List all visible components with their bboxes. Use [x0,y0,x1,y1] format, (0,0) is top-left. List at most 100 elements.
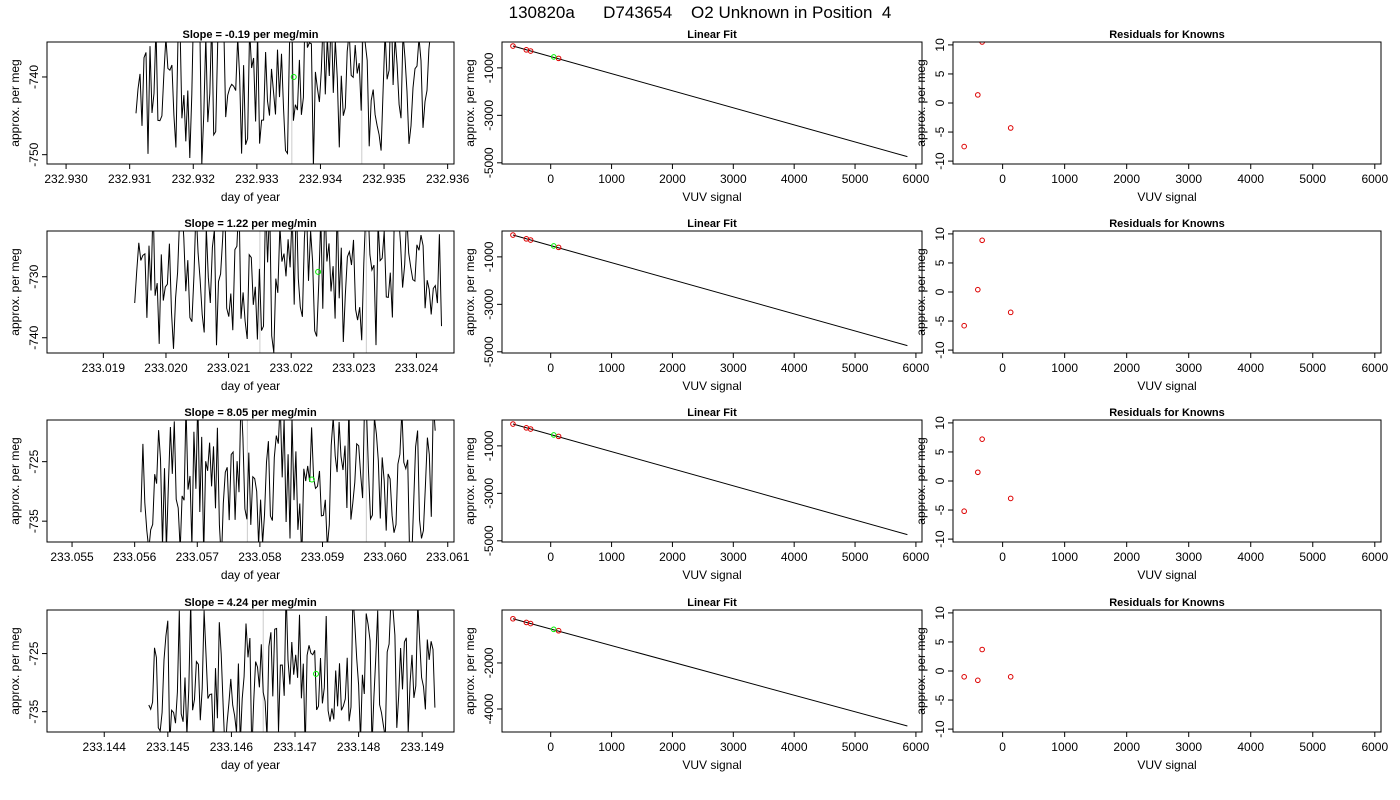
x-axis-label: day of year [221,568,280,582]
residual-point [979,646,985,653]
x-tick-label: 6000 [1361,361,1388,375]
y-tick-label: -2000 [482,647,496,678]
plot-frame [46,609,455,733]
x-axis-label: VUV signal [682,379,741,393]
plot-frame [46,230,455,354]
residual-point [961,322,967,329]
x-tick-label: 5000 [1299,550,1326,564]
y-axis-label: approx. per meg [8,437,22,524]
plot-frame [46,41,455,165]
y-tick-label: 10 [933,606,947,620]
y-tick-label: -740 [27,325,41,349]
known-point [527,48,534,54]
x-tick-label: 0 [547,740,554,754]
x-tick-label: 5000 [842,550,869,564]
panel-title: Slope = 4.24 per meg/min [184,597,317,609]
x-tick-label: 233.024 [395,361,439,375]
residual-point [1007,495,1014,502]
unknown-mean-point [313,670,320,677]
residual-point [975,286,981,293]
y-axis-label: approx. per meg [914,248,928,335]
panel-title: Residuals for Knowns [1109,597,1225,609]
x-tick-label: 4000 [781,550,808,564]
panel-r3-c3: Residuals for Knowns 0 1000 2000 3000 4000 500… [914,407,1388,582]
y-tick-label: -10 [933,720,947,738]
data-layer [510,232,908,347]
y-tick-label: -1000 [482,52,496,83]
x-tick-label: 6000 [903,172,930,186]
data-layer [148,610,436,732]
panel-r2-c3: Residuals for Knowns 0 1000 2000 3000 4000 500… [914,218,1388,393]
known-point [555,55,562,62]
known-point [527,237,534,243]
x-tick-label: 233.146 [210,740,254,754]
data-layer [134,231,442,353]
x-tick-label: 5000 [842,361,869,375]
y-tick-label: -735 [27,509,41,533]
y-axis-label: approx. per meg [914,59,928,146]
y-tick-label: -5000 [482,336,496,367]
panel-title: Linear Fit [687,407,737,419]
x-tick-label: 6000 [1361,550,1388,564]
fit-line [512,45,908,158]
y-tick-label: -5000 [482,147,496,178]
y-tick-label: -735 [27,699,41,723]
x-axis-label: day of year [221,379,280,393]
x-tick-label: 1000 [598,740,625,754]
panel-r3-c1: Slope = 8.05 per meg/min 233.055 233.056 23… [8,407,470,582]
plot-frame [501,230,923,354]
x-axis-label: VUV signal [1137,758,1196,772]
plot-frame [952,609,1382,733]
trace-line [134,231,442,353]
x-tick-label: 3000 [1175,550,1202,564]
known-point [555,433,562,440]
x-axis-label: VUV signal [1137,568,1196,582]
panel-r1-c2: Linear Fit 0 1000 2000 3000 4000 5000 6000 -1000… [463,29,930,204]
trace-line [135,42,431,164]
x-tick-label: 233.055 [50,550,94,564]
x-tick-label: 233.149 [401,740,445,754]
y-tick-label: -725 [27,449,41,473]
x-tick-label: 0 [999,361,1006,375]
known-point [510,232,516,238]
x-tick-label: 0 [547,172,554,186]
known-point [555,244,562,251]
x-axis-label: VUV signal [682,758,741,772]
x-tick-label: 233.058 [238,550,282,564]
panel-title: Residuals for Knowns [1109,29,1225,41]
x-tick-label: 0 [547,361,554,375]
x-tick-label: 1000 [598,361,625,375]
x-tick-label: 6000 [1361,740,1388,754]
unknown-mean-point [315,268,322,275]
panel-r4-c1: Slope = 4.24 per meg/min 233.144 233.145 23… [8,597,455,772]
known-point [510,43,516,49]
panel-title: Residuals for Knowns [1109,218,1225,230]
panel-title: Slope = 8.05 per meg/min [184,407,317,419]
known-point [527,426,534,432]
x-tick-label: 0 [547,550,554,564]
y-axis-label: approx. per meg [463,248,477,335]
y-tick-label: -3000 [482,478,496,509]
x-tick-label: 6000 [903,361,930,375]
x-tick-label: 2000 [1113,361,1140,375]
x-tick-label: 232.933 [235,172,279,186]
x-tick-label: 4000 [781,740,808,754]
x-tick-label: 2000 [1113,740,1140,754]
x-tick-label: 233.060 [363,550,407,564]
x-tick-label: 232.932 [172,172,216,186]
panel-r2-c1: Slope = 1.22 per meg/min 233.019 233.020 23… [8,218,455,393]
x-tick-label: 232.935 [362,172,406,186]
x-tick-label: 4000 [1237,550,1264,564]
plot-frame [952,230,1382,354]
x-axis-label: VUV signal [682,190,741,204]
x-tick-label: 233.021 [207,361,251,375]
residual-point [975,677,981,684]
x-tick-label: 5000 [842,740,869,754]
known-point [510,421,516,427]
panel-title: Linear Fit [687,218,737,230]
y-tick-label: -5 [933,315,947,326]
unknown-point [550,54,557,60]
y-axis-label: approx. per meg [8,59,22,146]
x-tick-label: 233.061 [426,550,470,564]
x-tick-label: 232.936 [426,172,470,186]
